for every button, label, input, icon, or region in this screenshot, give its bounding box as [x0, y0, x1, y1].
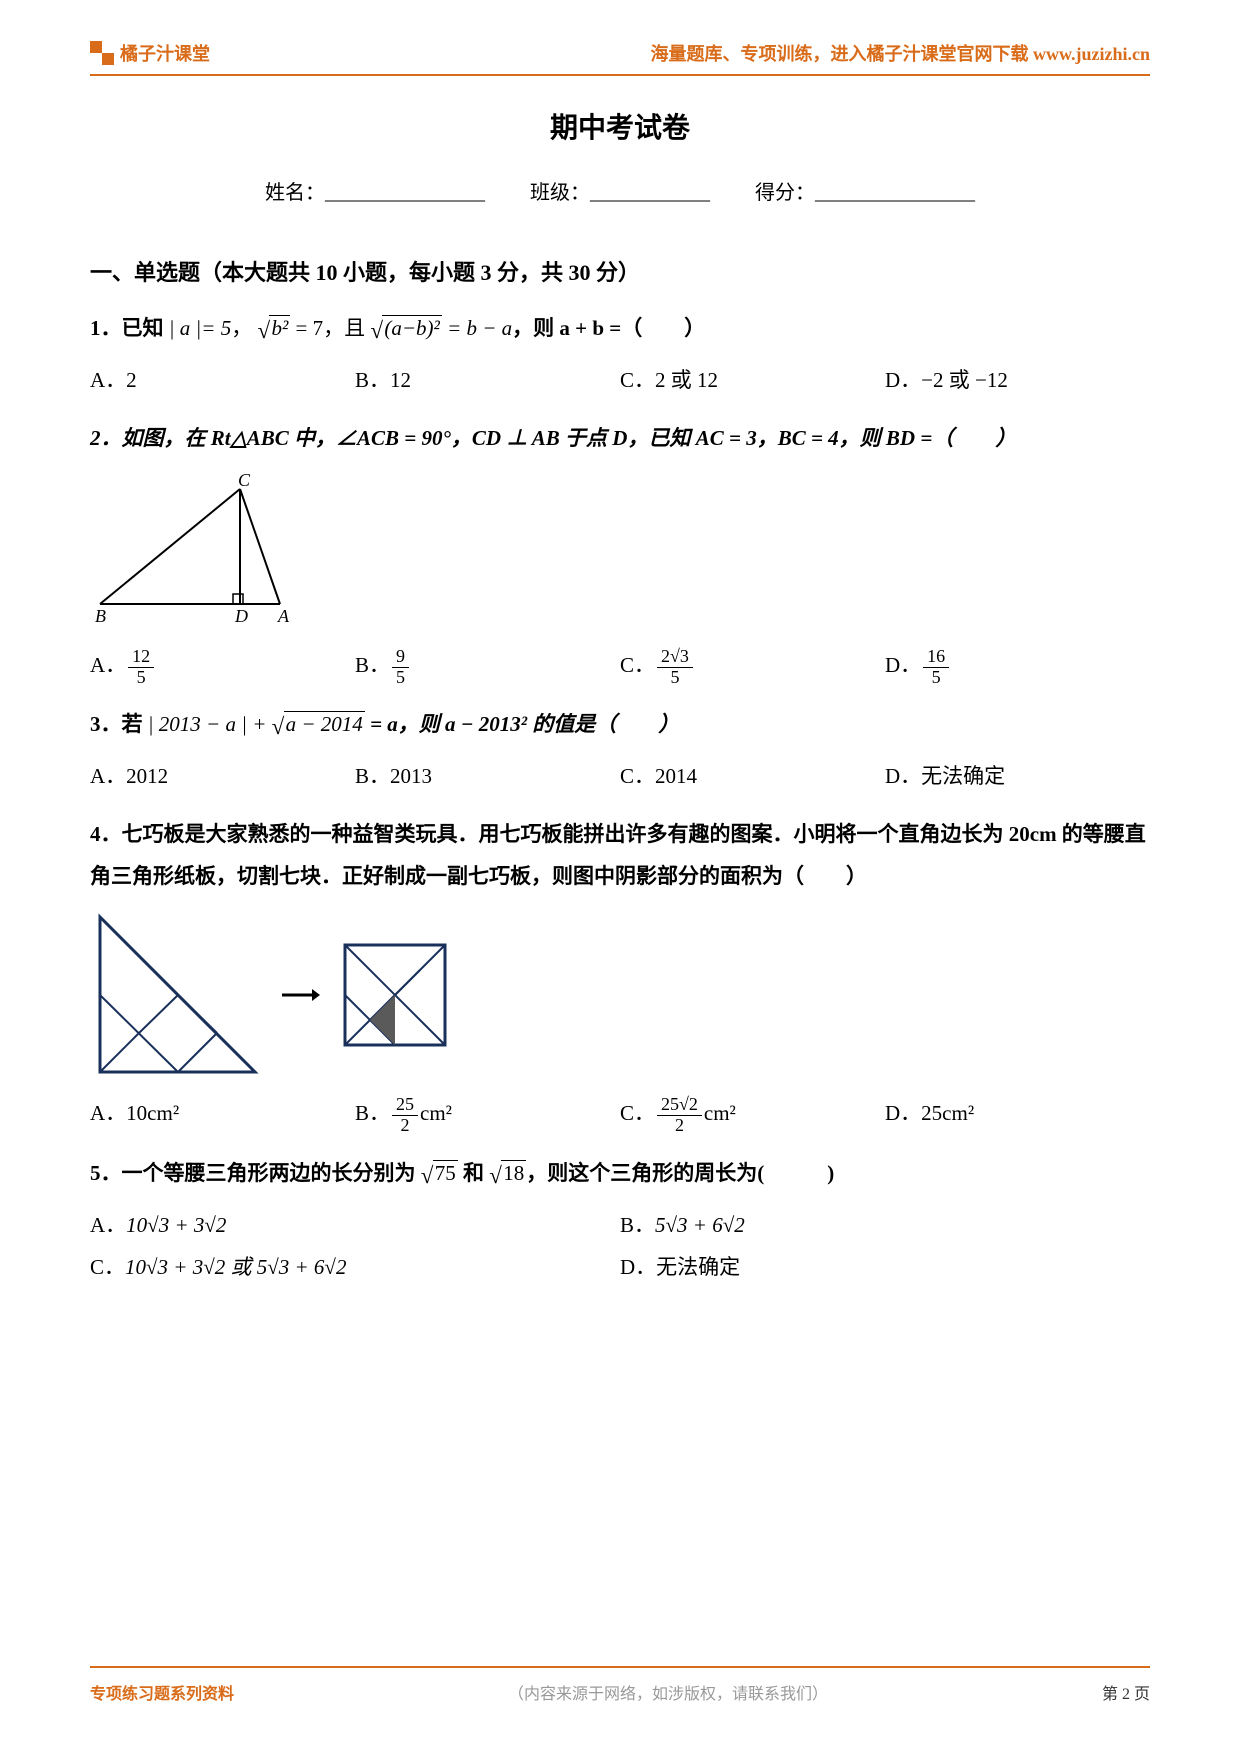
q4-figure — [90, 912, 1150, 1077]
header-right-text: 海量题库、专项训练，进入橘子汁课堂官网下载 www.juzizhi.cn — [651, 40, 1151, 66]
q1-options: A．2 B．12 C．2 或 12 D．−2 或 −12 — [90, 359, 1150, 401]
q1-c1: ， — [231, 316, 252, 340]
arrow-right-icon — [280, 985, 320, 1005]
q5-options: A．10√3 + 3√2 B．5√3 + 6√2 C．10√3 + 3√2 或 … — [90, 1204, 1150, 1288]
svg-text:A: A — [277, 606, 290, 624]
q4-optB: B．252cm² — [355, 1092, 620, 1135]
q2-stem: 2．如图，在 Rt△ABC 中，∠ACB = 90°，CD ⊥ AB 于点 D，… — [90, 417, 1150, 459]
q1-sqrtab: (a−b)² — [382, 315, 441, 340]
q3-optC: C．2014 — [620, 755, 885, 797]
logo-text: 橘子汁课堂 — [120, 40, 210, 66]
q1-optB: B．12 — [355, 359, 620, 401]
q3-post: = a，则 a − 2013² 的值是（ ） — [365, 712, 680, 736]
footer-left: 专项练习题系列资料 — [90, 1680, 234, 1704]
q2-optB: B．95 — [355, 644, 620, 687]
q2-optD: D．165 — [885, 644, 1150, 687]
q5-and: 和 — [458, 1161, 490, 1185]
q1-eqba: = b − a — [442, 316, 512, 340]
q5-pre: 5．一个等腰三角形两边的长分别为 — [90, 1161, 416, 1185]
q1-pre: 1．已知 — [90, 316, 164, 340]
q3-optD: D．无法确定 — [885, 755, 1150, 797]
q5-post: ，则这个三角形的周长为( ) — [526, 1161, 834, 1185]
q4-optC: C．25√22cm² — [620, 1092, 885, 1135]
q3-optA: A．2012 — [90, 755, 355, 797]
name-field: 姓名：________________ — [265, 182, 485, 204]
q1-post: ，则 a + b =（ ） — [512, 316, 705, 340]
q5-optC: C．10√3 + 3√2 或 5√3 + 6√2 — [90, 1246, 620, 1288]
score-field: 得分：________________ — [755, 182, 975, 204]
tangram-square-icon — [340, 940, 450, 1050]
footer-mid: （内容来源于网络，如涉版权，请联系我们） — [508, 1680, 828, 1704]
q3-stem: 3．若 | 2013 − a | + a − 2014 = a，则 a − 20… — [90, 703, 1150, 745]
tangram-triangle-icon — [90, 912, 260, 1077]
q2-optC: C．2√35 — [620, 644, 885, 687]
section1-title: 一、单选题（本大题共 10 小题，每小题 3 分，共 30 分） — [90, 255, 1150, 287]
logo: 橘子汁课堂 — [90, 40, 210, 66]
page-footer: 专项练习题系列资料 （内容来源于网络，如涉版权，请联系我们） 第 2 页 — [90, 1666, 1150, 1704]
q4-optA: A．10cm² — [90, 1092, 355, 1135]
q4-optD: D．25cm² — [885, 1092, 1150, 1135]
q1-optC: C．2 或 12 — [620, 359, 885, 401]
info-row: 姓名：________________ 班级：____________ 得分：_… — [90, 176, 1150, 205]
q2-optA: A．125 — [90, 644, 355, 687]
q1-optD: D．−2 或 −12 — [885, 359, 1150, 401]
q1-optA: A．2 — [90, 359, 355, 401]
svg-text:C: C — [238, 474, 251, 490]
page-header: 橘子汁课堂 海量题库、专项训练，进入橘子汁课堂官网下载 www.juzizhi.… — [90, 40, 1150, 76]
q5-optA: A．10√3 + 3√2 — [90, 1204, 620, 1246]
q5-s75: 75 — [433, 1160, 458, 1185]
q5-optB: B．5√3 + 6√2 — [620, 1204, 1150, 1246]
q1-sqrtb2: b² — [269, 315, 290, 340]
q3-optB: B．2013 — [355, 755, 620, 797]
exam-title: 期中考试卷 — [90, 106, 1150, 146]
logo-icon — [90, 41, 114, 65]
class-field: 班级：____________ — [530, 182, 710, 204]
q3-abs: | 2013 − a | + — [148, 712, 272, 736]
q2-figure: B D A C — [90, 474, 1150, 629]
q5-s18: 18 — [501, 1160, 526, 1185]
q3-pre: 3．若 — [90, 712, 143, 736]
q1-stem: 1．已知 | a |= 5， b² = 7，且 (a−b)² = b − a，则… — [90, 307, 1150, 349]
footer-right: 第 2 页 — [1102, 1680, 1150, 1704]
triangle-icon: B D A C — [90, 474, 310, 624]
q4-stem: 4．七巧板是大家熟悉的一种益智类玩具．用七巧板能拼出许多有趣的图案．小明将一个直… — [90, 813, 1150, 897]
q5-stem: 5．一个等腰三角形两边的长分别为 75 和 18，则这个三角形的周长为( ) — [90, 1152, 1150, 1194]
q2-options: A．125 B．95 C．2√35 D．165 — [90, 644, 1150, 687]
svg-text:B: B — [95, 606, 106, 624]
q2-text: 2．如图，在 Rt△ABC 中，∠ACB = 90°，CD ⊥ AB 于点 D，… — [90, 426, 1016, 450]
q5-optD: D．无法确定 — [620, 1246, 1150, 1288]
q4-text: 4．七巧板是大家熟悉的一种益智类玩具．用七巧板能拼出许多有趣的图案．小明将一个直… — [90, 822, 1146, 888]
svg-text:D: D — [234, 606, 248, 624]
q4-options: A．10cm² B．252cm² C．25√22cm² D．25cm² — [90, 1092, 1150, 1135]
q1-c2: ，且 — [323, 316, 365, 340]
q3-options: A．2012 B．2013 C．2014 D．无法确定 — [90, 755, 1150, 797]
q1-eq7: = 7 — [290, 316, 323, 340]
q1-abs: | a |= 5 — [169, 316, 231, 340]
q3-sqrt: a − 2014 — [284, 711, 365, 736]
